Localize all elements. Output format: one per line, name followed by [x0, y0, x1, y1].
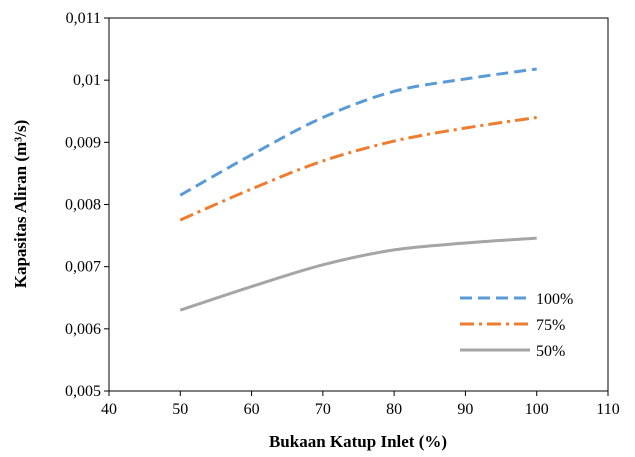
x-tick-label: 70	[315, 401, 331, 418]
y-axis-ticks: 0,005 0,006 0,007 0,008 0,009 0,01 0,011	[65, 10, 109, 400]
plot-area	[108, 17, 609, 392]
y-tick-label: 0,006	[65, 321, 101, 338]
y-tick-label: 0,007	[65, 259, 101, 276]
series-line-0	[179, 67, 537, 197]
x-axis-title: Bukaan Katup Inlet (%)	[269, 432, 447, 451]
x-tick-label: 60	[244, 401, 260, 418]
legend: 100% 75% 50%	[460, 291, 573, 360]
legend-label: 75%	[536, 317, 565, 334]
y-axis-title: Kapasitas Aliran (m³/s)	[11, 120, 30, 289]
x-tick-label: 50	[172, 401, 188, 418]
y-tick-label: 0,011	[66, 10, 101, 27]
legend-label: 100%	[536, 291, 573, 308]
y-tick-label: 0,008	[65, 197, 101, 214]
y-tick-label: 0,005	[65, 383, 101, 400]
x-tick-label: 40	[101, 401, 117, 418]
series-layer	[179, 67, 537, 312]
y-tick-label: 0,009	[65, 134, 101, 151]
legend-label: 50%	[536, 343, 565, 360]
x-tick-label: 80	[386, 401, 402, 418]
x-axis-ticks: 40 50 60 70 80 90 100 110	[101, 391, 620, 418]
x-tick-label: 90	[457, 401, 473, 418]
series-line-1	[179, 115, 537, 222]
x-tick-label: 100	[525, 401, 549, 418]
x-tick-label: 110	[596, 401, 619, 418]
y-tick-label: 0,01	[73, 72, 101, 89]
series-line-2	[179, 236, 537, 312]
